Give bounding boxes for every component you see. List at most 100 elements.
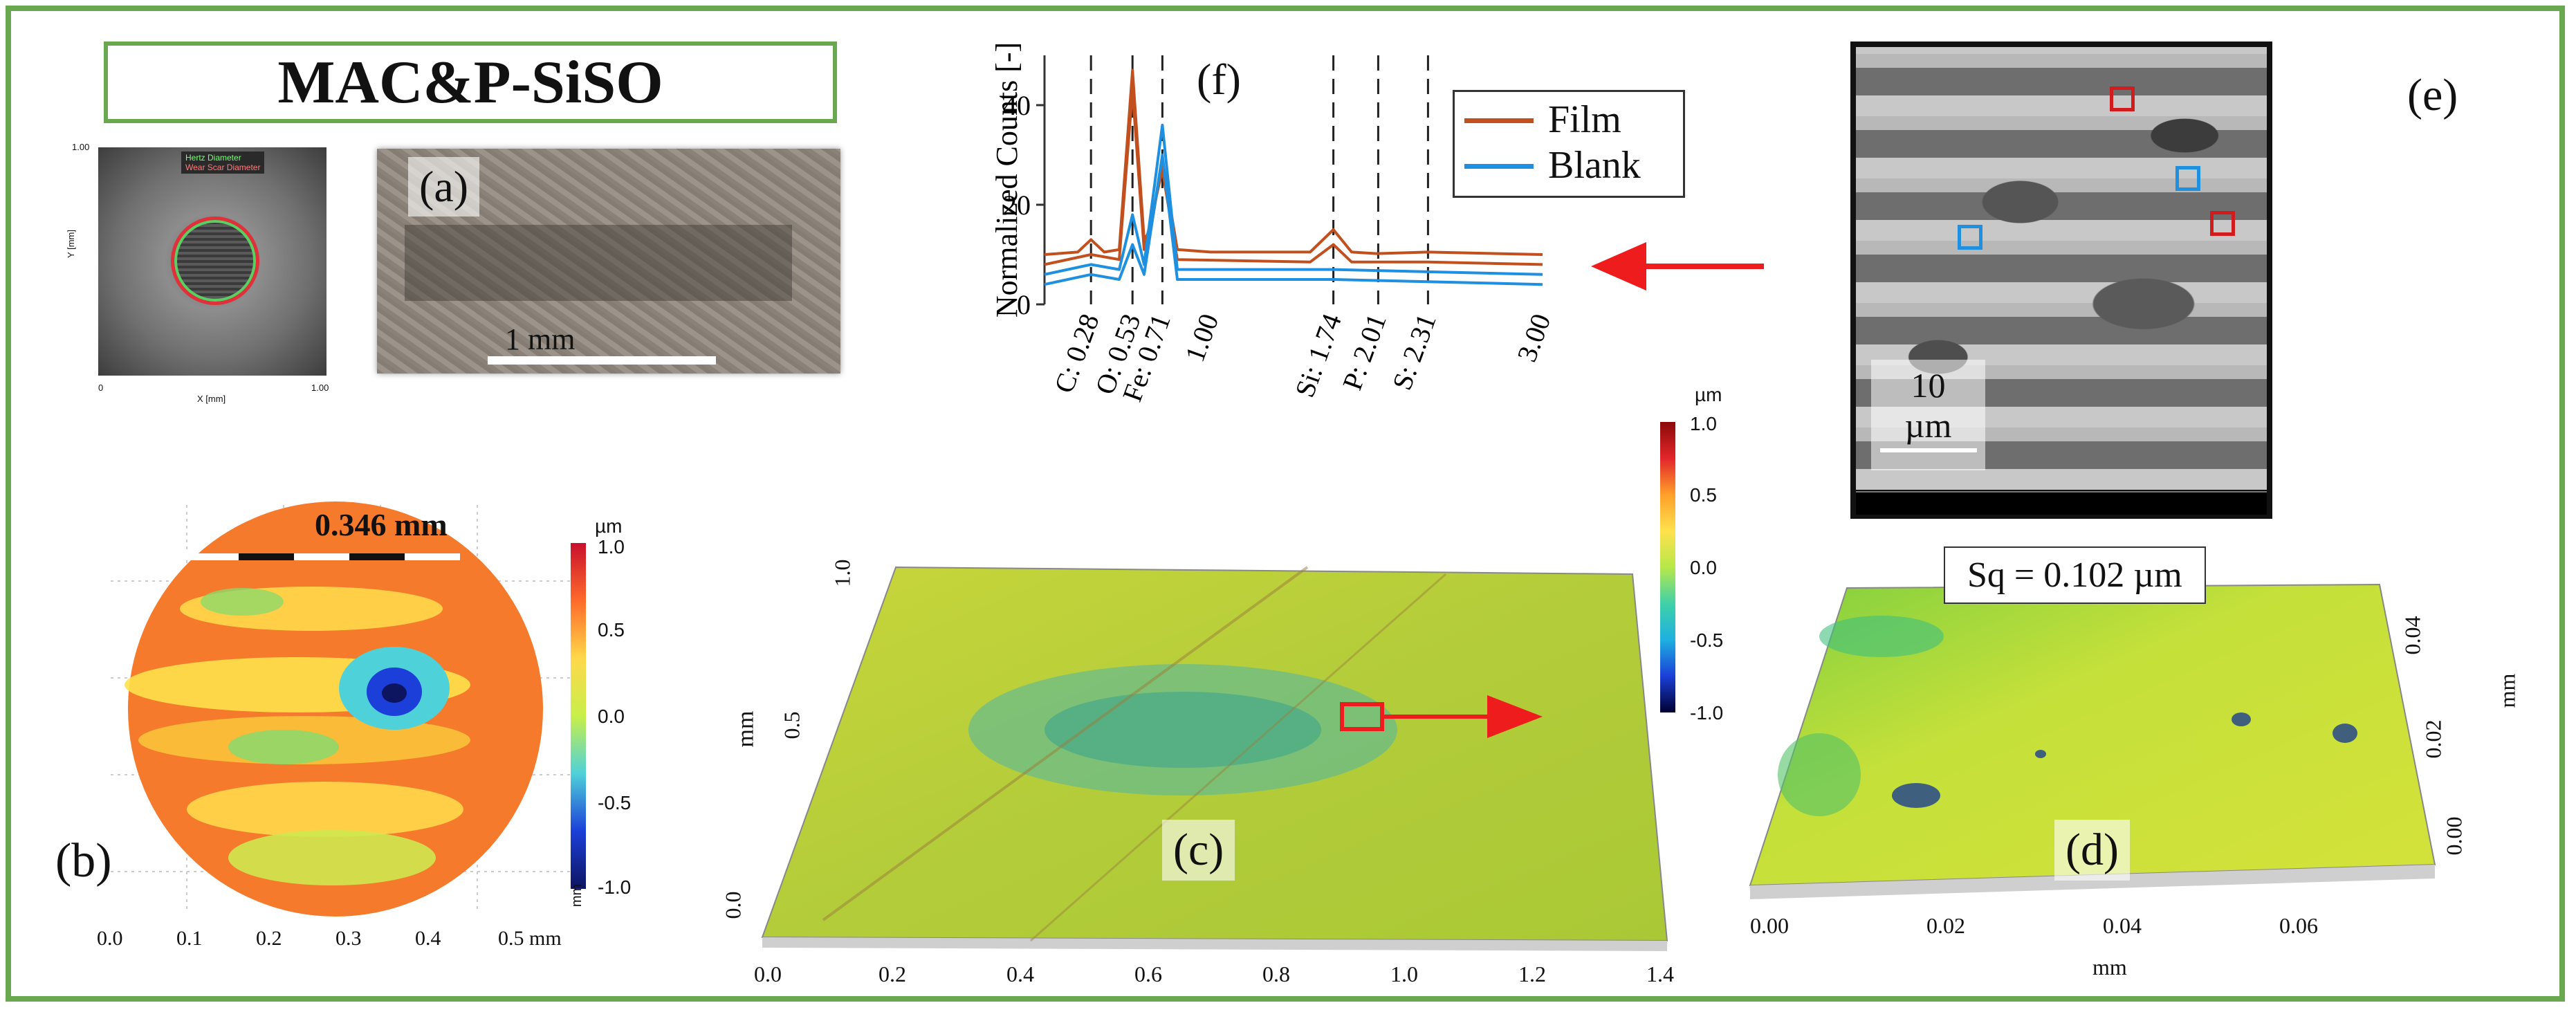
sem-marker-red xyxy=(2210,211,2235,236)
colorbar-tick: -0.5 xyxy=(1690,629,1724,651)
y-tick-top: 1.00 xyxy=(72,142,90,152)
x-tick: 0.02 xyxy=(1926,913,1965,938)
y-tick-label: 20 xyxy=(1003,190,1031,221)
panel-c: mm 1.0 0.5 0.0 (c) 0.0 0.2 0.4 0.6 0.8 1… xyxy=(685,553,1695,989)
figure-title: MAC&P-SiSO xyxy=(104,42,837,123)
x-tick: 0.5 mm xyxy=(498,927,562,950)
x-tick: 0.4 xyxy=(1006,962,1034,986)
colorbar-tick: 1.0 xyxy=(1690,413,1717,434)
sem-marker-blue xyxy=(2175,166,2200,191)
panel-d-label: (d) xyxy=(2054,820,2130,881)
sem-scalebar-value: 10 xyxy=(1911,366,1946,405)
arrow-e-to-f xyxy=(1591,242,1764,291)
colorbar-tick: 0.0 xyxy=(1690,557,1717,578)
x-tick: 1.0 xyxy=(1390,962,1418,986)
legend-line-film xyxy=(1464,118,1534,123)
colorbar-tick: 0.0 xyxy=(598,706,625,727)
y-tick-label: 0 xyxy=(1017,289,1031,320)
x-tick: 0.0 xyxy=(754,962,782,986)
panel-c-surface xyxy=(761,566,1668,951)
x-tick: 0.1 xyxy=(176,927,203,950)
y-tick: 0.00 xyxy=(2441,816,2467,856)
y-tick: 1.0 xyxy=(829,559,855,587)
panel-d-surface xyxy=(1749,583,2436,899)
panel-a-scalebar-text: 1 mm xyxy=(505,322,576,356)
legend-line-blank xyxy=(1464,164,1534,169)
colorbar-gradient xyxy=(1660,422,1675,712)
x-tick: 0.4 xyxy=(415,927,441,950)
sem-scalebar-unit: µm xyxy=(1904,406,1952,445)
series-line-blank xyxy=(1044,154,1543,286)
panel-d-yunit: mm xyxy=(2494,673,2520,708)
panel-d-sq: Sq = 0.102 µm xyxy=(1944,546,2206,604)
x-tick: 1.2 xyxy=(1518,962,1546,986)
wear-scar-map: Y [mm] 1.00 Hertz Diameter Wear Scar Dia… xyxy=(62,142,353,405)
sem-scalebar xyxy=(1879,448,1977,452)
panel-b-colorbar: µm 1.0 0.5 0.0 -0.5 -1.0 mm xyxy=(567,515,636,910)
y-tick-label: 40 xyxy=(1003,90,1031,121)
x-tick-left: 0 xyxy=(98,383,104,393)
panel-b-xticks: 0.0 0.1 0.2 0.3 0.4 0.5 mm xyxy=(97,927,595,955)
wear-scar-circle xyxy=(171,217,259,305)
panel-b: 0.346 mm (b) 0.0 0.1 0.2 0.3 0.4 0.5 mm xyxy=(55,498,574,982)
y-tick: 0.5 xyxy=(779,711,804,739)
wear-scar-image: Hertz Diameter Wear Scar Diameter xyxy=(98,147,326,376)
legend-hertz: Hertz Diameter xyxy=(185,153,241,163)
colorbar-tick: 1.0 xyxy=(598,536,625,558)
sem-info-bar xyxy=(1856,491,2267,515)
x-tick-label: 1.00 xyxy=(1179,310,1224,366)
x-tick-label: 3.00 xyxy=(1511,310,1556,366)
x-tick-right: 1.00 xyxy=(311,383,329,393)
panel-a-label: (a) xyxy=(408,157,480,217)
sem-scalebar-box: 10 µm xyxy=(1871,360,1985,470)
x-axis-label: X [mm] xyxy=(197,394,226,404)
legend-film: Film xyxy=(1548,98,1621,141)
x-tick: 0.2 xyxy=(878,962,906,986)
colorbar-tick: 0.5 xyxy=(598,619,625,641)
x-tick: 1.4 xyxy=(1646,962,1674,986)
x-tick: 0.3 xyxy=(335,927,362,950)
panel-f-label: (f) xyxy=(1197,55,1241,104)
colorbar-gradient xyxy=(571,543,586,889)
center-colorbar: µm 1.0 0.5 0.0 -0.5 -1.0 xyxy=(1657,384,1740,730)
legend-wear: Wear Scar Diameter xyxy=(185,163,261,172)
y-tick: 0.0 xyxy=(720,891,746,919)
figure-frame xyxy=(6,6,2565,1002)
panel-c-xticks: 0.0 0.2 0.4 0.6 0.8 1.0 1.2 1.4 xyxy=(754,962,1695,989)
wear-track xyxy=(405,225,792,301)
x-tick: 0.06 xyxy=(2279,913,2318,938)
panel-e-label: (e) xyxy=(2407,70,2458,120)
x-tick: 0.04 xyxy=(2103,913,2142,938)
colorbar-tick: -1.0 xyxy=(1690,702,1724,724)
x-tick: 0.8 xyxy=(1262,962,1290,986)
panel-a-image: (a) 1 mm xyxy=(377,149,840,374)
panel-d-xticks: 0.00 0.02 0.04 0.06 xyxy=(1750,913,2442,941)
panel-b-measure: 0.346 mm xyxy=(315,507,448,542)
series-line-blank xyxy=(1044,123,1543,276)
panel-c-yunit: mm xyxy=(733,710,759,748)
x-tick: 0.6 xyxy=(1134,962,1162,986)
panel-d: Sq = 0.102 µm (d) 0.00 0.02 0.04 0.06 mm… xyxy=(1743,546,2566,989)
colorbar-tick: 0.5 xyxy=(1690,484,1717,506)
colorbar-side: mm xyxy=(569,883,585,908)
y-axis-label: Y [mm] xyxy=(65,230,76,258)
panel-d-xunit: mm xyxy=(2092,955,2127,979)
panel-b-label: (b) xyxy=(55,834,112,887)
y-tick: 0.02 xyxy=(2420,719,2446,759)
x-tick: 0.2 xyxy=(256,927,282,950)
peak-label: Si: 1.74 xyxy=(1289,310,1347,401)
x-tick: 0.0 xyxy=(97,927,123,950)
chart-legend: Film Blank xyxy=(1453,90,1685,198)
colorbar-tick: -1.0 xyxy=(598,876,632,898)
panel-e-sem: 10 µm xyxy=(1850,42,2272,519)
peak-label: S: 2.31 xyxy=(1386,310,1442,394)
sem-marker-blue xyxy=(1958,225,1982,250)
panel-c-label: (c) xyxy=(1162,820,1235,881)
y-tick: 0.04 xyxy=(2400,616,2425,655)
panel-b-map xyxy=(111,502,574,917)
y-axis-label: Normalized Counts [-] xyxy=(990,42,1024,318)
legend-blank: Blank xyxy=(1548,144,1641,187)
sem-marker-red xyxy=(2110,86,2135,111)
legend-box: Hertz Diameter Wear Scar Diameter xyxy=(181,151,265,174)
